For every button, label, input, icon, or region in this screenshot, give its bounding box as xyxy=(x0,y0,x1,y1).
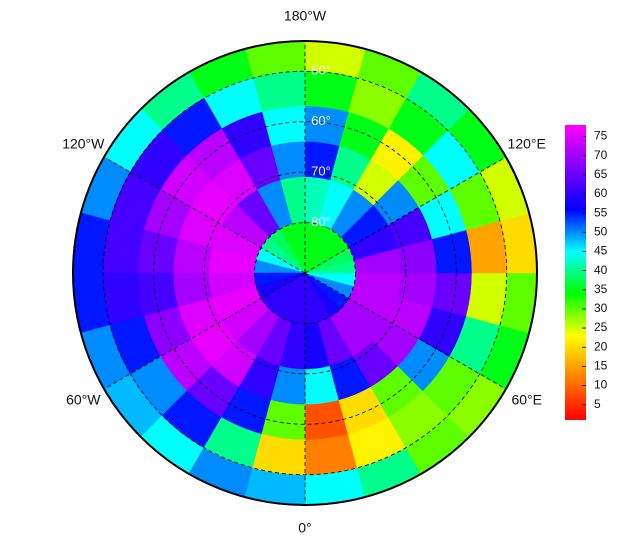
colorbar-tick-label: 35 xyxy=(594,282,608,296)
longitude-label: 60°W xyxy=(66,392,101,408)
grid-cell xyxy=(102,220,145,274)
colorbar-tick-label: 40 xyxy=(594,263,608,277)
latitude-line xyxy=(203,171,407,375)
latitude-line xyxy=(102,70,508,476)
grid-cell xyxy=(304,433,358,476)
grid-cell xyxy=(252,70,306,113)
latitude-label: 70° xyxy=(311,164,331,179)
latitude-label: 60° xyxy=(311,113,331,128)
longitude-line xyxy=(304,272,507,390)
grid-cell xyxy=(465,220,508,274)
colorbar-tick-label: 10 xyxy=(594,378,608,392)
colorbar-tick-label: 60 xyxy=(594,186,608,200)
grid-cell xyxy=(465,272,508,326)
colorbar-tick-label: 30 xyxy=(594,301,608,315)
longitude-label: 180°W xyxy=(284,8,327,24)
colorbar-tick-label: 55 xyxy=(594,205,608,219)
colorbar-tick-label: 75 xyxy=(594,129,608,143)
labels: 50° 60° 70° 80° 0° 60°E 120°E 180°W 120°W 60°W xyxy=(62,8,546,536)
longitude-label: 120°W xyxy=(62,136,105,152)
colorbar-tick-label: 45 xyxy=(594,244,608,258)
grid-cell xyxy=(252,433,306,476)
graticule xyxy=(102,41,508,505)
longitude-label: 60°E xyxy=(511,392,542,408)
colorbar-tick-label: 70 xyxy=(594,148,608,162)
latitude-label: 50° xyxy=(311,63,331,78)
colorbar-tick-label: 15 xyxy=(594,359,608,373)
colorbar-tick-label: 65 xyxy=(594,167,608,181)
colorbar-tick-label: 5 xyxy=(594,397,601,411)
longitude-label: 0° xyxy=(298,520,311,536)
latitude-label: 80° xyxy=(311,214,331,229)
longitude-line xyxy=(103,156,306,274)
colorbar-tick-label: 20 xyxy=(594,339,608,353)
grid-cell xyxy=(102,272,145,326)
map-boundary xyxy=(72,40,538,506)
colorbar-tick-label: 25 xyxy=(594,320,608,334)
colorbar xyxy=(565,125,586,420)
latitude-line xyxy=(153,121,457,425)
longitude-line xyxy=(304,156,507,274)
colorbar-tick-label: 50 xyxy=(594,224,608,238)
longitude-label: 120°E xyxy=(508,136,546,152)
longitude-line xyxy=(103,272,306,390)
